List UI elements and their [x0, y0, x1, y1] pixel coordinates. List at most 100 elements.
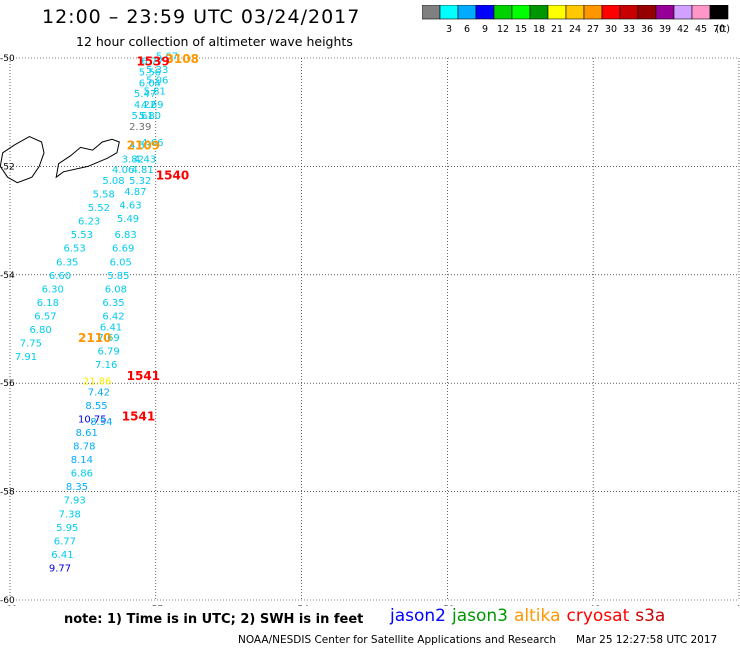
wave-height-label: 6.08: [105, 284, 127, 295]
legend-item-cryosat: cryosat: [566, 606, 630, 626]
lat-tick-label: -60: [0, 596, 15, 606]
wave-height-label: 5.81: [144, 87, 166, 98]
colorbar-label: 33: [623, 24, 635, 35]
wave-height-label: 8.54: [90, 417, 112, 428]
wave-height-label: 6.23: [78, 217, 100, 228]
wave-height-label: 7.69: [97, 333, 119, 344]
lat-tick-label: -52: [0, 162, 15, 172]
footer: NOAA/NESDIS Center for Satellite Applica…: [238, 634, 737, 646]
wave-height-label: 7.42: [88, 387, 110, 398]
wave-height-label: 5.47: [134, 89, 156, 100]
colorbar-label: 12: [497, 24, 509, 35]
wave-height-label: 5.58: [93, 190, 115, 201]
wave-height-label: 5.52: [88, 203, 110, 214]
wave-height-label: 6.30: [42, 284, 64, 295]
wave-height-label: 4.22: [134, 100, 156, 111]
lat-tick-label: -58: [0, 488, 15, 498]
wave-height-label: 7.38: [59, 509, 81, 520]
colorbar-label: 42: [677, 24, 689, 35]
lon-tick-label: -60: [3, 605, 18, 606]
wave-height-label: 5.53: [71, 230, 93, 241]
pass-number-label: 1540: [156, 169, 189, 183]
wave-height-label: 5.85: [107, 271, 129, 282]
map-title: 12:00 – 23:59 UTC 03/24/2017: [42, 6, 361, 28]
colorbar: 3 6 9 12 15 18 21 24 27 30 33 36 39 42 45 70(ft): [422, 5, 730, 35]
falkland-islands-coastline: [0, 136, 120, 184]
colorbar-label: 6: [464, 24, 470, 35]
wave-height-label: 21.86: [83, 376, 112, 387]
wave-height-label: 6.83: [114, 230, 136, 241]
colorbar-label: 15: [515, 24, 527, 35]
wave-height-label: 6.35: [102, 298, 124, 309]
colorbar-label: 70: [713, 24, 725, 35]
legend-item-s3a: s3a: [635, 606, 666, 626]
lat-tick-label: -56: [0, 379, 15, 389]
wave-height-label: 5.95: [56, 523, 78, 534]
colorbar-swatch: [709, 5, 729, 20]
footer-org: NOAA/NESDIS Center for Satellite Applica…: [238, 634, 556, 646]
pass-number-label: 3108: [166, 52, 199, 66]
footer-timestamp: Mar 25 12:27:58 UTC 2017: [576, 634, 718, 646]
colorbar-label: 30: [605, 24, 617, 35]
pass-number-label: 2109: [127, 139, 160, 153]
colorbar-label: 9: [482, 24, 488, 35]
wave-height-label: 6.77: [141, 57, 163, 68]
satellite-legend: jason2 jason3 altika cryosat s3a: [390, 606, 671, 626]
legend-item-jason3: jason3: [452, 606, 508, 626]
axis-ticks: -60-57-54-51-48-45-50-52-54-56-58-60: [0, 54, 740, 606]
wave-height-label: 6.04: [139, 78, 161, 89]
wave-height-label: 6.80: [29, 325, 51, 336]
wave-height-label: 6.60: [49, 271, 71, 282]
wave-height-label: 5.61: [132, 111, 154, 122]
wave-height-label: 9.77: [49, 563, 71, 574]
lon-tick-label: -54: [294, 605, 309, 606]
colorbar-label: 3: [446, 24, 452, 35]
wave-height-label: 8.61: [76, 428, 98, 439]
wave-height-label: 5.67: [156, 51, 178, 62]
colorbar-label: 45: [695, 24, 707, 35]
wave-height-label: 8.14: [71, 455, 93, 466]
wave-height-label: 8.55: [85, 401, 107, 412]
colorbar-label: 39: [659, 24, 671, 35]
wave-height-label: 3.82: [122, 154, 144, 165]
wave-height-label: 7.93: [63, 496, 85, 507]
colorbar-label: 18: [533, 24, 545, 35]
wave-height-label: 6.05: [110, 257, 132, 268]
wave-height-label: 2.39: [129, 122, 151, 133]
wave-height-label: 5.56: [139, 68, 161, 79]
lon-tick-label: -48: [586, 605, 601, 606]
lon-tick-label: -51: [440, 605, 455, 606]
lon-tick-label: -45: [732, 605, 740, 606]
note-text: note: 1) Time is in UTC; 2) SWH is in fe…: [64, 612, 364, 627]
wave-height-label: 4.63: [119, 200, 141, 211]
wave-height-label: 6.77: [54, 536, 76, 547]
lat-tick-label: -50: [0, 54, 15, 64]
wave-height-label: 5.33: [146, 65, 168, 76]
east-falkland-coast: [55, 138, 120, 179]
wave-height-label: 6.57: [34, 311, 56, 322]
pass-number-label: 1539: [136, 55, 169, 69]
legend-item-jason2: jason2: [390, 606, 446, 626]
wave-height-label: 6.41: [100, 322, 122, 333]
lat-tick-label: -54: [0, 271, 15, 281]
wave-height-label: 5.80: [139, 111, 161, 122]
wave-height-label: 6.86: [71, 469, 93, 480]
wave-height-label: 5.49: [117, 214, 139, 225]
map-subtitle: 12 hour collection of altimeter wave hei…: [76, 34, 353, 49]
wave-height-label: 6.53: [63, 244, 85, 255]
colorbar-unit: (ft): [716, 24, 730, 35]
wave-height-label: 7.16: [95, 360, 117, 371]
wave-height-label: 4.43: [134, 154, 156, 165]
wave-height-label: 7.91: [15, 352, 37, 363]
wave-height-label: 6.35: [56, 257, 78, 268]
colorbar-label: 24: [569, 24, 581, 35]
wave-height-label: 4.53: [129, 141, 151, 152]
wave-height-label: 5.06: [146, 76, 168, 87]
observation-labels: 5.676.775.335.565.066.045.815.474.694.22…: [15, 51, 178, 574]
wave-height-label: 6.69: [112, 244, 134, 255]
wave-height-label: 4.66: [141, 138, 163, 149]
pass-number-label: 1541: [122, 410, 155, 424]
wave-height-label: 8.35: [66, 482, 88, 493]
west-falkland-coast: [0, 136, 45, 184]
